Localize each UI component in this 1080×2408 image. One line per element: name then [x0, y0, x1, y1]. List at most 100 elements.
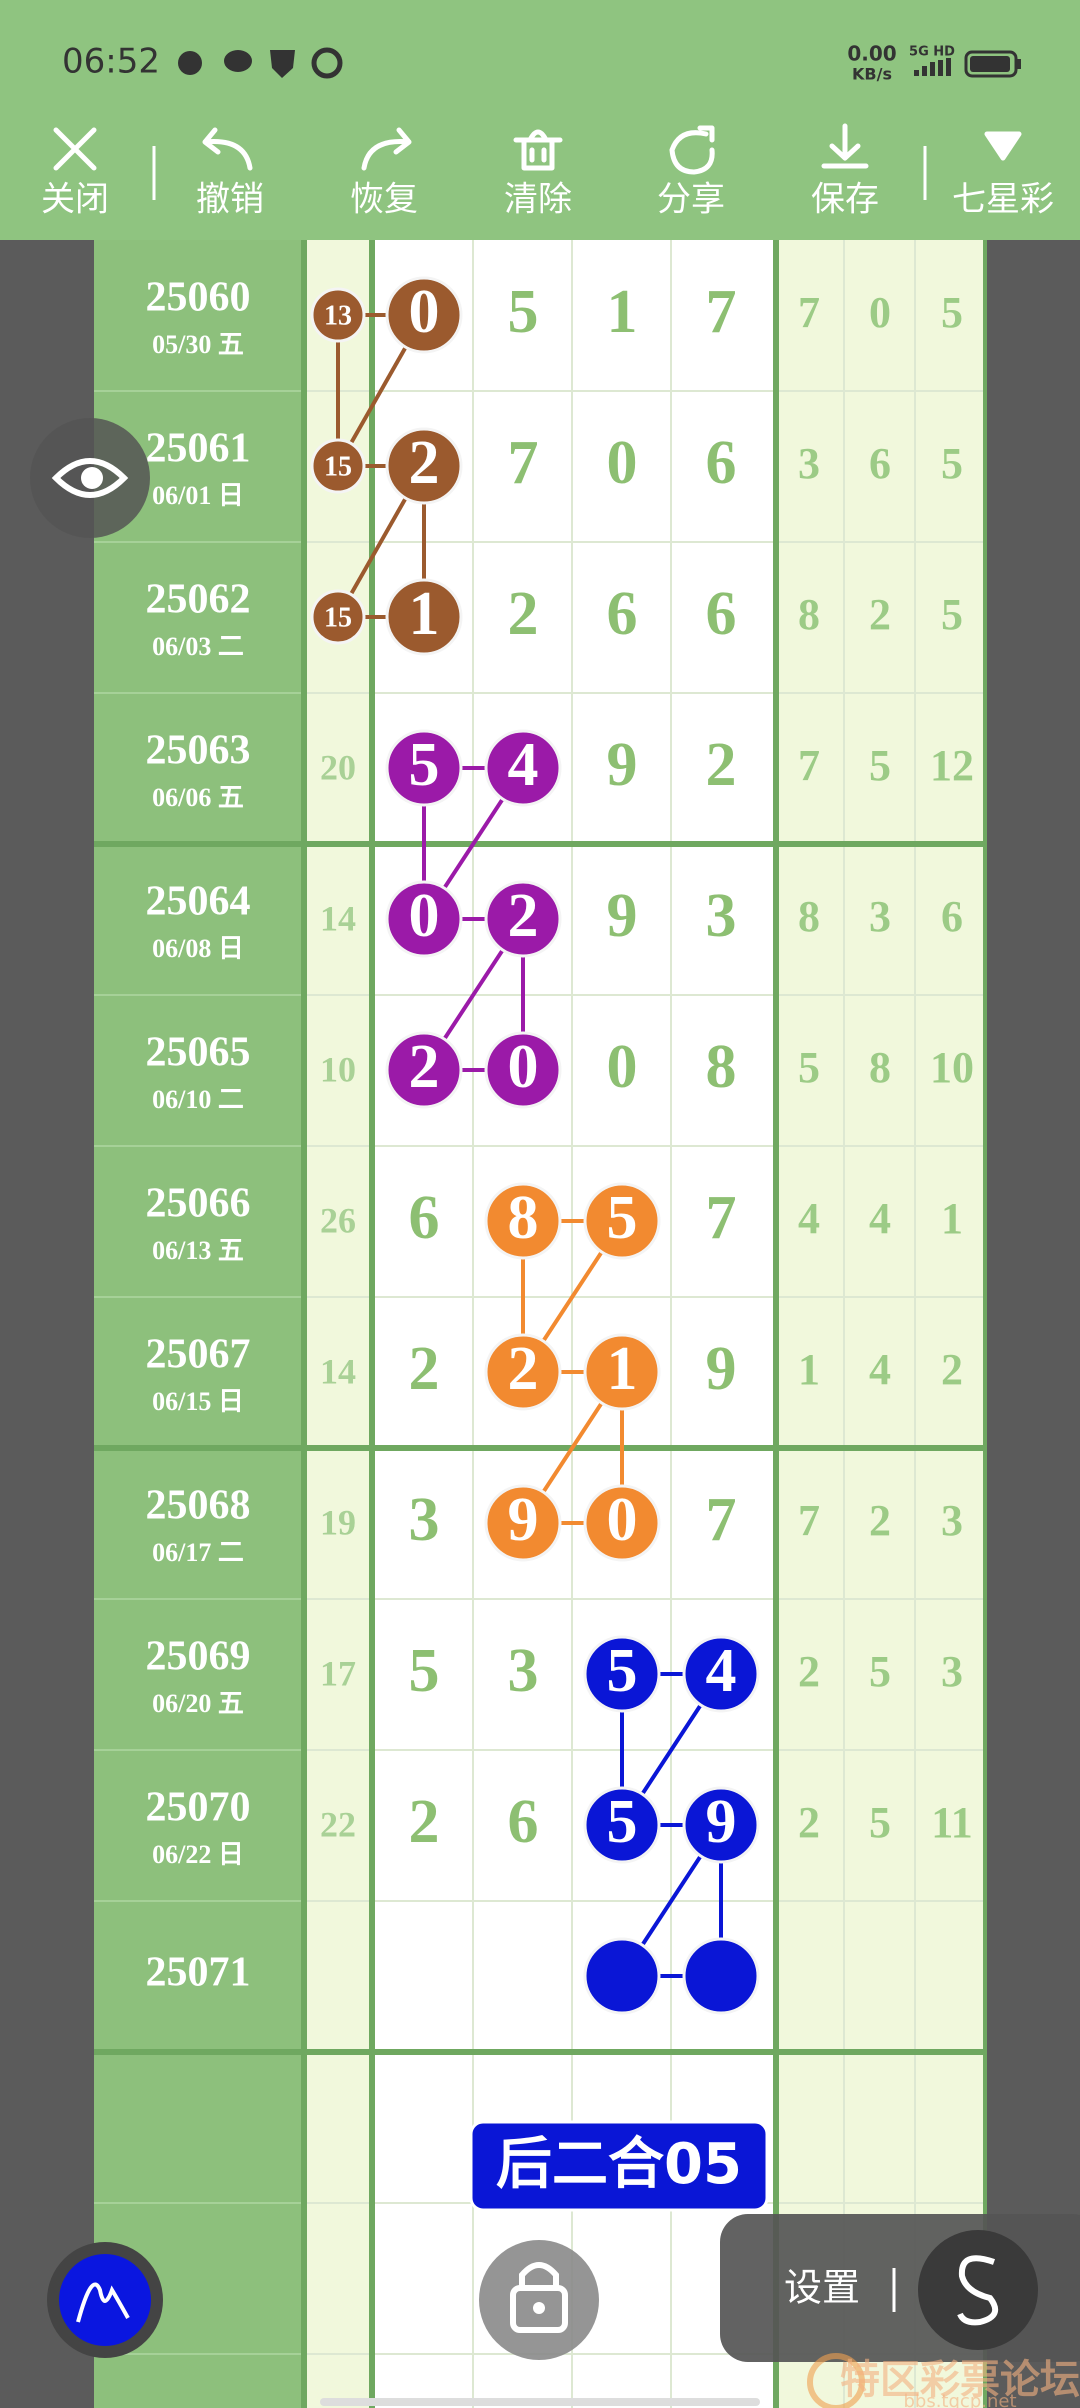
toolbar-icon[interactable] [361, 127, 412, 171]
extra: 5 [869, 1647, 891, 1696]
digit: 9 [706, 1335, 737, 1403]
toolbar-label[interactable]: 七星彩 [952, 180, 1054, 220]
date: 06/22 日 [152, 1840, 244, 1869]
extra: 0 [869, 288, 891, 337]
battery [964, 50, 1018, 78]
shield-icon [270, 50, 295, 78]
digit: 0 [607, 1486, 638, 1554]
lock-hole [533, 2302, 545, 2314]
sum: 10 [320, 1049, 356, 1089]
issue: 25069 [146, 1634, 251, 1680]
digit: 7 [706, 1184, 737, 1252]
toolbar-label[interactable]: 恢复 [350, 180, 418, 220]
date: 06/13 五 [152, 1236, 244, 1265]
highlight-circle [484, 1333, 562, 1411]
digit: 2 [508, 580, 539, 648]
extra: 3 [941, 1496, 963, 1545]
extra: 12 [930, 741, 974, 790]
pen-button[interactable] [47, 2242, 163, 2358]
digit: 2 [409, 1335, 440, 1403]
status-time: 06:52 [62, 42, 160, 82]
extra: 3 [869, 892, 891, 941]
extra: 5 [869, 741, 891, 790]
s-button[interactable] [918, 2230, 1038, 2350]
digit: 9 [706, 1788, 737, 1856]
issue: 25064 [146, 879, 251, 925]
toolbar-label[interactable]: 分享 [657, 180, 725, 220]
sum: 14 [320, 898, 356, 938]
digit: 9 [607, 731, 638, 799]
lock-bg[interactable] [479, 2240, 599, 2360]
digit: 0 [607, 1033, 638, 1101]
digit: 0 [607, 429, 638, 497]
issue: 25061 [146, 426, 251, 472]
toolbar-icon[interactable] [513, 129, 563, 171]
wechat-icon [178, 51, 202, 75]
msg-icon [224, 50, 252, 72]
network: 5G HD [909, 45, 955, 60]
issue: 25067 [146, 1332, 251, 1378]
lock-button[interactable] [479, 2240, 599, 2360]
banner-text: 后二合05 [496, 2132, 742, 2197]
date: 06/17 二 [152, 1538, 244, 1567]
toolbar-icon[interactable] [53, 127, 97, 171]
sum: 20 [320, 747, 356, 787]
digit: 3 [409, 1486, 440, 1554]
extra: 5 [869, 1798, 891, 1847]
digit: 5 [607, 1184, 638, 1252]
highlight-circle [385, 578, 463, 656]
digit: 1 [607, 278, 638, 346]
digit: 6 [508, 1788, 539, 1856]
toolbar-label[interactable]: 清除 [504, 180, 572, 220]
extra: 3 [798, 439, 820, 488]
date: 06/03 二 [152, 632, 244, 661]
digit: 6 [607, 580, 638, 648]
eye-pupil [81, 467, 103, 489]
highlight-circle [385, 427, 463, 505]
highlight-circle [310, 589, 366, 645]
extra: 4 [798, 1194, 820, 1243]
toolbar-label[interactable]: 撤销 [196, 180, 264, 220]
digit: 3 [706, 882, 737, 950]
extra: 7 [798, 288, 820, 337]
toolbar-icon[interactable] [202, 127, 253, 171]
extra: 7 [798, 741, 820, 790]
extra: 1 [798, 1345, 820, 1394]
digit: 7 [706, 278, 737, 346]
highlight-circle [310, 438, 366, 494]
digit: 6 [409, 1184, 440, 1252]
extra: 11 [931, 1798, 973, 1847]
extra: 4 [869, 1345, 891, 1394]
header-bg [0, 0, 1080, 240]
toolbar-icon[interactable] [984, 131, 1022, 161]
highlight-circle [484, 1182, 562, 1260]
highlight-circle [583, 1333, 661, 1411]
sum: 15 [324, 602, 352, 633]
toolbar: 关闭 撤销 恢复 清除 分享 保存 七星彩 [41, 123, 1054, 220]
issue: 25060 [146, 275, 251, 321]
extra: 7 [798, 1496, 820, 1545]
toolbar-icon[interactable] [821, 123, 869, 169]
toolbar-label[interactable]: 保存 [811, 180, 879, 220]
digit: 0 [409, 278, 440, 346]
highlight-circle [385, 880, 463, 958]
digit: 6 [706, 580, 737, 648]
digit: 5 [607, 1637, 638, 1705]
digit: 5 [607, 1788, 638, 1856]
eye-button[interactable] [30, 418, 150, 538]
battery-tip [1017, 59, 1021, 69]
digit: 5 [409, 731, 440, 799]
settings-label[interactable]: 设置 [784, 2266, 860, 2310]
lock-shackle [519, 2262, 559, 2290]
extra: 2 [941, 1345, 963, 1394]
digit: 1 [409, 580, 440, 648]
date: 06/08 日 [152, 934, 244, 963]
toolbar-label[interactable]: 关闭 [41, 180, 109, 220]
toolbar-icon[interactable] [669, 125, 715, 175]
extra: 6 [941, 892, 963, 941]
digit: 5 [508, 278, 539, 346]
digit: 9 [607, 882, 638, 950]
issue-col-bg [94, 240, 302, 2408]
date: 06/15 日 [152, 1387, 244, 1416]
